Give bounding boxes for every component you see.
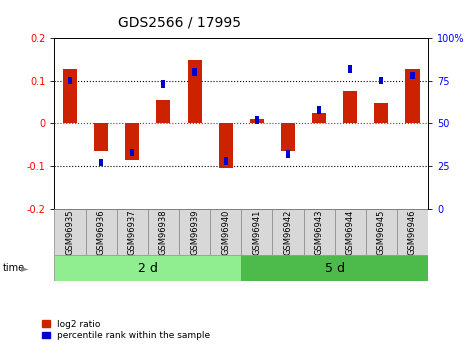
Text: ►: ► (21, 264, 29, 273)
Bar (317, 106, 321, 114)
Bar (348, 65, 352, 72)
Bar (272, 209, 304, 255)
Bar (241, 209, 272, 255)
Bar (179, 209, 210, 255)
Bar (374, 103, 388, 123)
Bar (54, 209, 86, 255)
Bar (334, 209, 366, 255)
Bar (241, 255, 428, 281)
Bar (343, 91, 357, 123)
Text: GSM96945: GSM96945 (377, 209, 386, 255)
Bar (193, 68, 197, 76)
Text: GSM96940: GSM96940 (221, 209, 230, 255)
Bar (94, 123, 108, 151)
Bar (224, 157, 228, 165)
Text: GSM96941: GSM96941 (252, 209, 261, 255)
Text: time: time (2, 264, 25, 273)
Text: 5 d: 5 d (324, 262, 345, 275)
Bar (366, 209, 397, 255)
Legend: log2 ratio, percentile rank within the sample: log2 ratio, percentile rank within the s… (43, 320, 210, 341)
Bar (125, 123, 139, 160)
Bar (157, 100, 170, 123)
Bar (99, 159, 103, 166)
Bar (397, 209, 428, 255)
Text: GSM96937: GSM96937 (128, 209, 137, 255)
Bar (210, 209, 241, 255)
Bar (54, 255, 241, 281)
Bar (281, 123, 295, 151)
Bar (304, 209, 334, 255)
Bar (250, 119, 264, 123)
Bar (312, 113, 326, 123)
Text: 2 d: 2 d (138, 262, 158, 275)
Text: GSM96939: GSM96939 (190, 209, 199, 255)
Bar (161, 80, 166, 88)
Bar (117, 209, 148, 255)
Text: GSM96935: GSM96935 (65, 209, 74, 255)
Text: GSM96942: GSM96942 (283, 209, 292, 255)
Text: GSM96944: GSM96944 (346, 209, 355, 255)
Text: GSM96936: GSM96936 (96, 209, 105, 255)
Bar (130, 149, 134, 156)
Text: GSM96943: GSM96943 (315, 209, 324, 255)
Bar (286, 150, 290, 158)
Bar (148, 209, 179, 255)
Bar (411, 72, 414, 79)
Bar (379, 77, 384, 85)
Text: GSM96938: GSM96938 (159, 209, 168, 255)
Bar (405, 69, 420, 123)
Text: GSM96946: GSM96946 (408, 209, 417, 255)
Bar (68, 77, 72, 85)
Bar (86, 209, 117, 255)
Bar (255, 116, 259, 124)
Bar (219, 123, 233, 168)
Bar (63, 69, 77, 123)
Text: GDS2566 / 17995: GDS2566 / 17995 (118, 16, 241, 30)
Bar (187, 60, 201, 123)
